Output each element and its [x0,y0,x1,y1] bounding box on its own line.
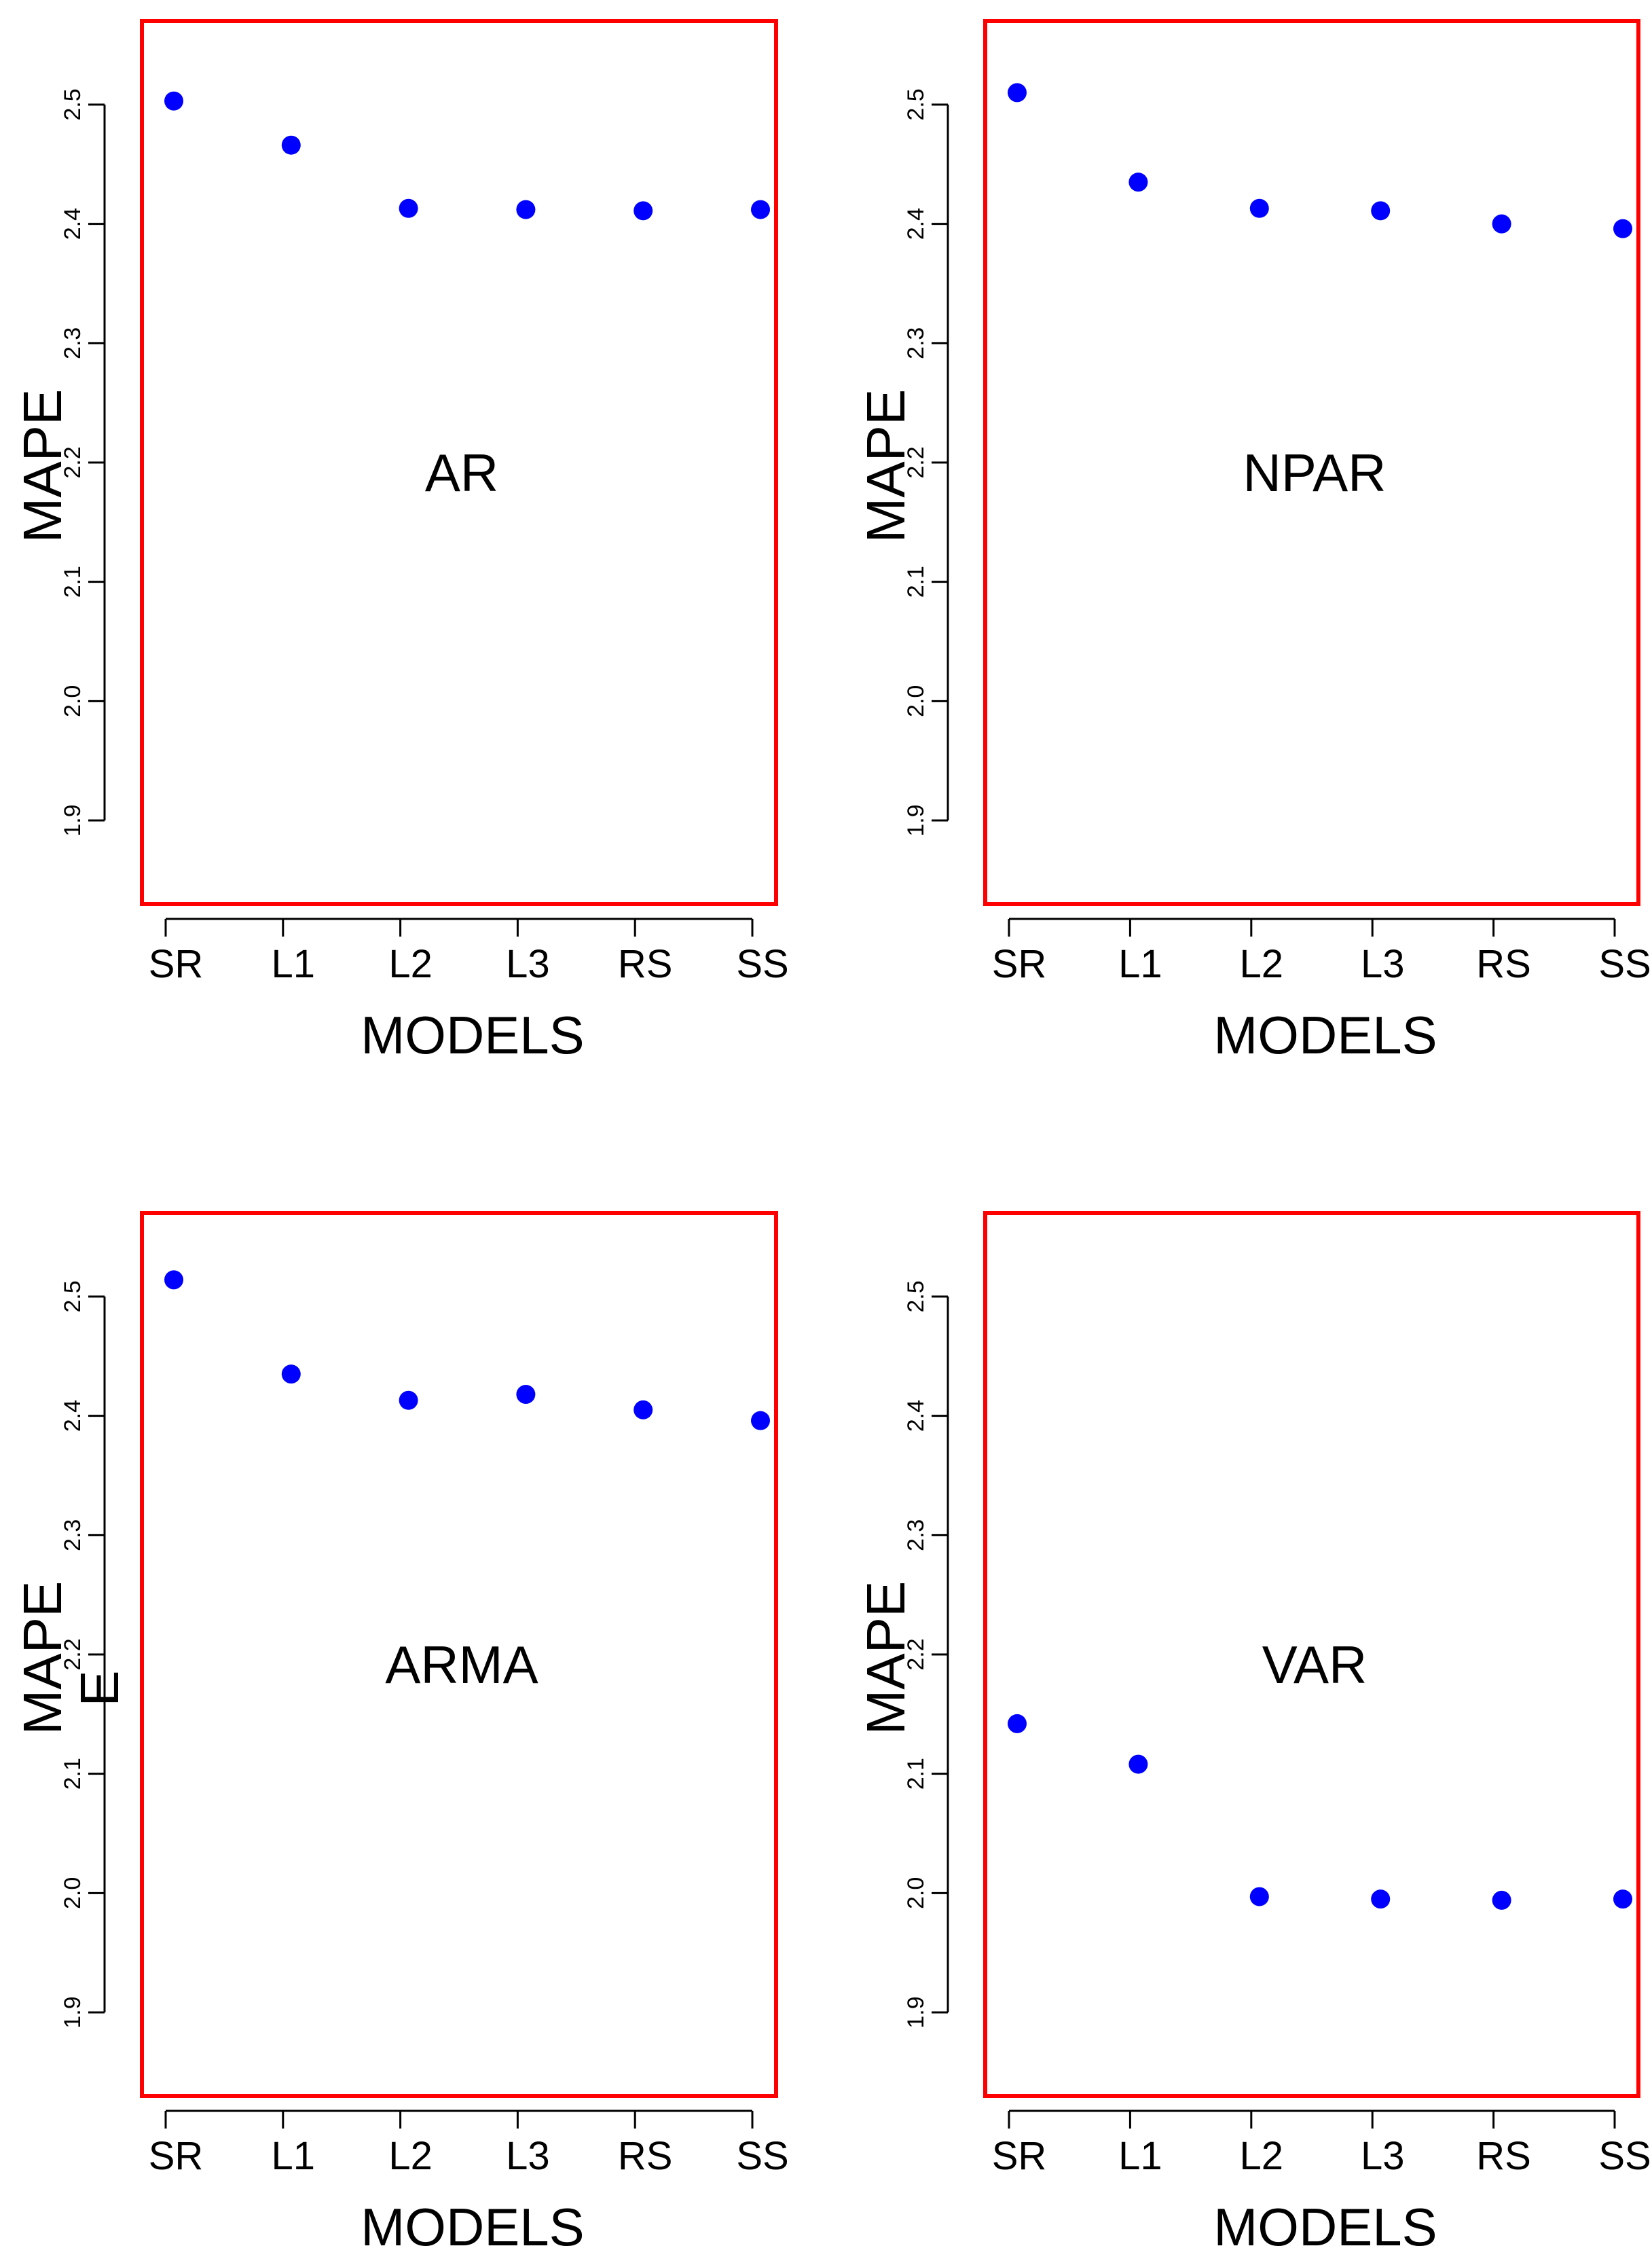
y-axis-title: MAPE [12,389,73,543]
y-tick-label: 1.9 [903,1996,929,2028]
x-tick-label: L3 [506,942,550,986]
y-tick-label: 2.4 [903,1400,929,1432]
x-axis-title: MODELS [361,2197,584,2257]
y-tick-label: 2.5 [60,1280,86,1312]
data-point [1128,173,1148,192]
x-tick-label: RS [1476,942,1531,986]
x-tick-label: L3 [506,2134,550,2178]
y-tick-label: 2.4 [903,208,929,240]
x-tick-label: L1 [272,2134,316,2178]
y-tick-label: 2.2 [903,1638,929,1670]
x-tick-label: RS [618,942,673,986]
x-tick-label: SR [149,942,204,986]
data-point [399,1390,418,1410]
x-tick-label: L3 [1361,942,1405,986]
panel-title: NPAR [1243,443,1387,503]
data-point [1371,1889,1391,1909]
x-tick-label: SR [992,2134,1047,2178]
data-point [164,91,183,111]
x-tick-label: RS [618,2134,673,2178]
x-tick-label: SS [1598,942,1651,986]
data-point [516,200,536,219]
x-tick-label: SR [149,2134,204,2178]
y-tick-label: 2.0 [903,1877,929,1909]
x-tick-label: SS [736,942,788,986]
y-axis-title: MAPE [856,1581,916,1735]
y-tick-label: 1.9 [60,1996,86,2028]
y-tick-label: 2.2 [60,446,86,478]
x-tick-label: SS [736,2134,788,2178]
y-tick-label: 2.2 [903,446,929,478]
x-tick-label: L2 [388,2134,433,2178]
x-tick-label: L1 [1118,2134,1162,2178]
y-tick-label: 1.9 [903,804,929,836]
panel-title: ARMA [385,1635,538,1695]
y-tick-label: 1.9 [60,804,86,836]
y-tick-label: 2.0 [60,685,86,717]
data-point [1249,198,1269,218]
data-point [1371,201,1391,221]
data-point [1008,83,1027,103]
y-tick-label: 2.2 [60,1638,86,1670]
panel-title: VAR [1262,1635,1368,1695]
x-tick-label: L3 [1361,2134,1405,2178]
x-tick-label: L1 [1118,942,1162,986]
x-tick-label: RS [1476,2134,1531,2178]
plot-frame [140,1211,778,2098]
y-axis-title: MAPE [856,389,916,543]
data-point [751,1411,770,1430]
x-tick-label: SR [992,942,1047,986]
x-axis-title: MODELS [361,1005,584,1065]
data-point [281,135,301,155]
data-point [164,1270,183,1290]
y-axis-title: MAPE [12,1581,73,1735]
plot-frame [140,19,778,906]
y-tick-label: 2.3 [60,1519,86,1551]
data-point [1008,1714,1027,1733]
y-tick-label: 2.1 [903,1758,929,1790]
y-tick-label: 2.1 [60,566,86,598]
y-tick-label: 2.3 [903,1519,929,1551]
y-tick-label: 2.0 [903,685,929,717]
y-tick-label: 2.5 [903,88,929,120]
x-tick-label: SS [1598,2134,1651,2178]
y-tick-label: 2.1 [60,1758,86,1790]
x-axis-title: MODELS [1213,1005,1437,1065]
x-tick-label: L1 [272,942,316,986]
data-point [1492,1890,1511,1910]
x-tick-label: L2 [388,942,433,986]
data-point [1492,214,1511,234]
data-point [751,200,770,219]
plot-frame [983,1211,1640,2098]
data-point [634,201,653,221]
y-tick-label: 2.3 [903,327,929,359]
x-axis-title: MODELS [1213,2197,1437,2257]
y-tick-label: 2.5 [903,1280,929,1312]
data-point [1613,1889,1632,1909]
data-point [1128,1754,1148,1774]
plot-frame [983,19,1640,906]
y-tick-label: 2.4 [60,1400,86,1432]
x-tick-label: L2 [1240,942,1284,986]
data-point [1249,1887,1269,1906]
y-tick-label: 2.5 [60,88,86,120]
y-tick-label: 2.1 [903,566,929,598]
data-point [1613,219,1632,238]
data-point [634,1400,653,1419]
y-tick-label: 2.4 [60,208,86,240]
data-point [399,198,418,218]
panel-title: AR [425,443,498,503]
data-point [281,1364,301,1384]
x-tick-label: L2 [1240,2134,1284,2178]
y-axis-title-fragment: E [69,1670,130,1706]
data-point [516,1385,536,1405]
y-tick-label: 2.0 [60,1877,86,1909]
y-tick-label: 2.3 [60,327,86,359]
